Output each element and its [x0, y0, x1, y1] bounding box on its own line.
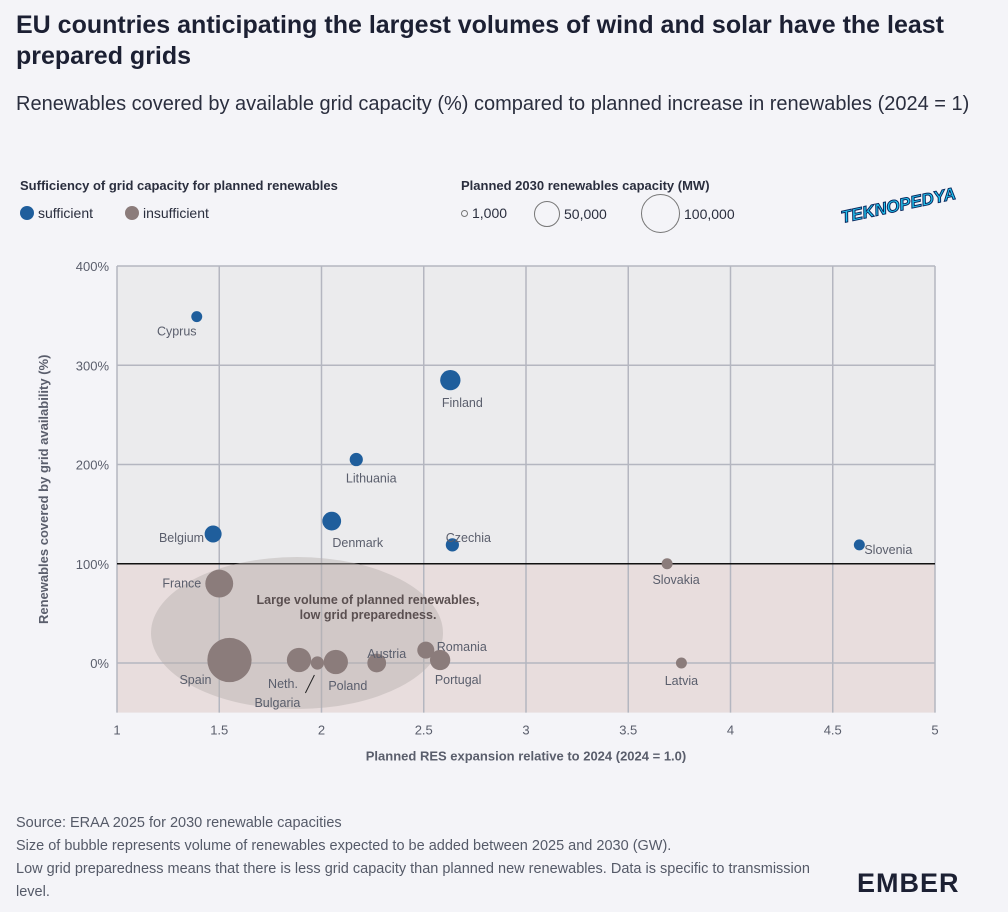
legend-label: insufficient	[143, 205, 209, 221]
y-tick-label: 300%	[76, 358, 110, 373]
point-label: Cyprus	[157, 325, 197, 339]
bubble-latvia	[675, 657, 687, 669]
color-legend-title: Sufficiency of grid capacity for planned…	[20, 178, 338, 193]
scatter-chart: 1 1.5 2 2.5 3 3.5 4 4.5 5 0% 100% 200% 300% 400% Large…	[36, 259, 939, 764]
legend-swatch	[20, 206, 34, 220]
point-label: Finland	[442, 396, 483, 410]
ember-logo: EMBER	[857, 868, 960, 898]
legend-item-sufficient: sufficient	[20, 205, 93, 221]
size-ring	[534, 201, 560, 227]
size-legend-title: Planned 2030 renewables capacity (MW)	[461, 178, 710, 193]
point-label: Bulgaria	[254, 696, 300, 710]
x-tick-label: 3	[522, 723, 529, 738]
y-axis-title: Renewables covered by grid availability …	[36, 355, 51, 624]
y-tick-label: 0%	[90, 656, 109, 671]
bubble-slovenia	[853, 539, 865, 551]
bubble-lithuania	[349, 452, 363, 467]
watermark-logo: TEKNOPEDYA	[839, 184, 958, 228]
bubble-finland	[440, 369, 461, 391]
point-label: Portugal	[435, 673, 482, 687]
bubble-spain	[207, 637, 252, 683]
leader-line	[304, 674, 315, 694]
size-legend-1000: 1,000	[461, 205, 507, 221]
point-label: Belgium	[159, 531, 204, 545]
point-label: Neth.	[268, 677, 298, 691]
point-label: Slovenia	[864, 543, 912, 557]
bubble-size-note: Size of bubble represents volume of rene…	[16, 838, 672, 854]
point-label: Latvia	[665, 674, 698, 688]
bubble-belgium	[204, 525, 222, 543]
definition-note: Low grid preparedness means that there i…	[16, 861, 810, 900]
y-tick-label: 200%	[76, 458, 110, 473]
bubble-france	[205, 569, 234, 598]
legend-label: sufficient	[38, 205, 93, 221]
x-tick-label: 1.5	[210, 723, 228, 738]
x-tick-label: 2	[318, 723, 325, 738]
legend-label: 50,000	[564, 206, 607, 222]
bubble-neth	[286, 647, 312, 673]
bubble-czechia	[445, 538, 459, 552]
chart-title: EU countries anticipating the largest vo…	[16, 11, 944, 70]
x-tick-label: 1	[113, 723, 120, 738]
point-label: Lithuania	[346, 472, 397, 486]
legend-swatch	[125, 206, 139, 220]
bubble-romania	[417, 641, 435, 659]
point-label: Czechia	[446, 531, 491, 545]
legend-label: 1,000	[472, 205, 508, 221]
size-legend-100000: 100,000	[641, 194, 735, 233]
point-label: Austria	[367, 647, 406, 661]
point-label: Denmark	[332, 536, 383, 550]
point-label: Spain	[179, 673, 211, 687]
legend-label: 100,000	[684, 205, 735, 222]
point-label: France	[162, 577, 201, 591]
x-tick-label: 4.5	[824, 723, 842, 738]
x-tick-label: 5	[931, 723, 938, 738]
x-tick-label: 2.5	[415, 723, 433, 738]
bubble-slovakia	[661, 558, 673, 570]
point-label: Poland	[328, 679, 367, 693]
x-axis-title: Planned RES expansion relative to 2024 (…	[366, 749, 686, 764]
size-ring	[461, 209, 468, 217]
annotation-line-1: Large volume of planned renewables,	[257, 593, 480, 607]
legend-item-insufficient: insufficient	[125, 205, 209, 221]
point-label: Romania	[437, 640, 487, 654]
x-tick-label: 3.5	[619, 723, 637, 738]
bubble-cyprus	[191, 311, 203, 323]
x-tick-label: 4	[727, 723, 734, 738]
annotation-line-2: low grid preparedness.	[300, 608, 437, 622]
y-tick-label: 100%	[76, 557, 110, 572]
y-tick-label: 400%	[76, 259, 110, 274]
size-legend-50000: 50,000	[534, 201, 607, 227]
bubble-austria	[367, 653, 387, 673]
source-note: Source: ERAA 2025 for 2030 renewable cap…	[16, 815, 342, 831]
size-ring	[641, 194, 680, 233]
bubble-poland	[323, 649, 348, 675]
bubble-portugal	[429, 649, 451, 671]
bubble-denmark	[322, 511, 342, 531]
chart-subtitle: Renewables covered by available grid cap…	[16, 93, 970, 115]
bubble-bulgaria	[310, 656, 325, 670]
point-label: Slovakia	[652, 573, 699, 587]
footer-notes: Source: ERAA 2025 for 2030 renewable cap…	[16, 812, 816, 904]
